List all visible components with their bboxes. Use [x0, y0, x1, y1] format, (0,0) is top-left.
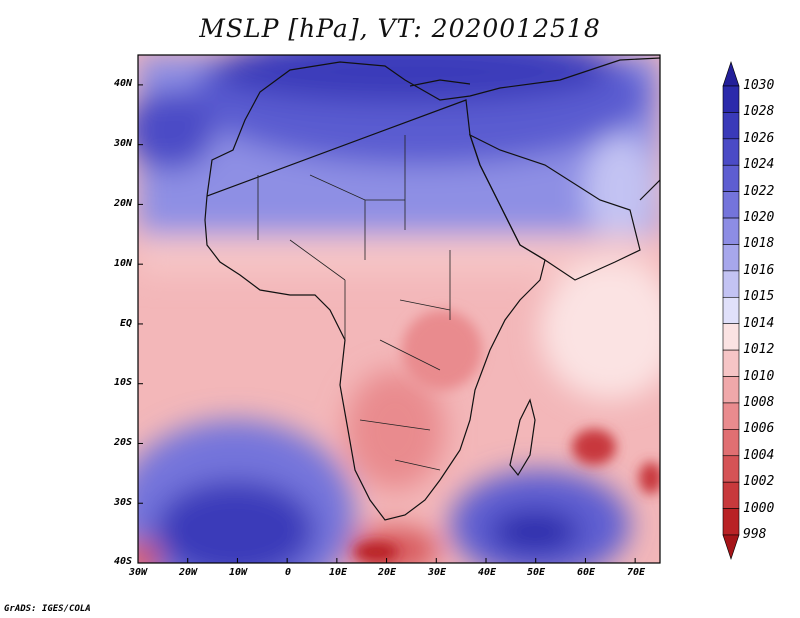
colorbar-top-triangle: [722, 61, 740, 87]
mozambique-low-core: [572, 429, 616, 465]
colorbar-level-label: 1022: [743, 183, 775, 199]
colorbar-swatch: [722, 481, 740, 509]
southwest-corner-low: [138, 540, 160, 563]
colorbar-swatch: [722, 138, 740, 166]
lat-label: 20N: [113, 198, 132, 209]
colorbar-swatch: [722, 349, 740, 377]
colorbar-level-label: 1016: [743, 262, 775, 278]
lon-label: 10E: [328, 567, 348, 578]
colorbar-swatch: [722, 376, 740, 404]
madagascar: [509, 398, 536, 477]
lat-label: 30N: [113, 138, 132, 149]
colorbar-swatch: [722, 217, 740, 245]
coastlines: [204, 57, 660, 521]
lat-label: 40N: [113, 78, 132, 89]
cape-low-core: [354, 542, 398, 562]
colorbar-swatch: [722, 191, 740, 219]
lon-label: 30E: [427, 567, 447, 578]
azores-core: [138, 90, 215, 170]
border-lines: [257, 135, 451, 471]
southern-africa-trough: [345, 370, 445, 490]
lon-label: 10W: [228, 567, 248, 578]
longitude-ticks: [137, 558, 636, 563]
colorbar-swatch: [722, 455, 740, 483]
mediterranean-core: [210, 55, 610, 102]
colorbar-swatch: [722, 244, 740, 272]
colorbar-level-label: 1020: [743, 210, 775, 226]
colorbar-swatch: [722, 402, 740, 430]
lon-label: 40E: [477, 567, 497, 578]
map-title: MSLP [hPa], VT: 2020012518: [199, 14, 601, 43]
colorbar-level-label: 1008: [743, 394, 775, 410]
colorbar-swatch: [722, 508, 740, 536]
arabian-sea-edge: [585, 135, 655, 245]
colorbar-level-label: 1002: [743, 474, 775, 490]
colorbar-level-label: 1004: [743, 447, 775, 463]
colorbar-swatch: [722, 112, 740, 140]
lon-label: 60E: [576, 567, 596, 578]
colorbar-swatch: [722, 296, 740, 325]
colorbar-level-label: 1028: [743, 104, 775, 120]
south-indian-core: [490, 510, 580, 554]
colorbar-bottom-triangle: [722, 534, 740, 560]
colorbar-level-label: 1026: [743, 130, 775, 146]
colorbar-swatch: [722, 164, 740, 192]
colorbar-level-label: 1018: [743, 236, 775, 252]
lat-label: 20S: [113, 437, 132, 448]
lon-label: 50E: [526, 567, 546, 578]
lat-label: EQ: [119, 318, 132, 329]
colorbar-swatch: [722, 270, 740, 298]
colorbar-level-label: 1014: [743, 315, 775, 331]
colorbar-level-label: 1030: [743, 78, 775, 93]
colorbar-swatch: [722, 429, 740, 457]
lat-label: 10N: [113, 258, 132, 269]
turkey-coast: [409, 79, 471, 87]
lon-label: 20E: [377, 567, 397, 578]
itcz-band: [138, 235, 660, 275]
latitude-ticks: [138, 84, 143, 564]
colorbar-swatch: [722, 85, 740, 113]
arabian-peninsula: [468, 133, 641, 281]
lon-label: 20W: [178, 567, 198, 578]
south-atlantic-core: [155, 480, 315, 563]
colorbar-level-label: 1012: [743, 342, 775, 358]
colorbar-level-label: 1024: [743, 157, 775, 173]
colorbar-level-label: 1006: [743, 421, 775, 437]
colorbar-level-label: 1010: [743, 368, 775, 384]
lon-label: 30W: [128, 567, 148, 578]
lon-label: 70E: [626, 567, 646, 578]
africa-coastline: [204, 57, 660, 521]
india-coast: [639, 179, 660, 201]
lat-label: 40S: [113, 556, 132, 567]
grads-credit: GrADS: IGES/COLA: [4, 604, 91, 614]
lon-label: 0: [284, 567, 292, 578]
madagascar-east-low: [639, 462, 660, 494]
colorbar-level-label: 998: [743, 527, 767, 542]
indian-ocean-light: [540, 260, 660, 400]
lat-label: 30S: [113, 497, 132, 508]
colorbar-level-label: 1000: [743, 500, 775, 516]
lat-label: 10S: [113, 377, 132, 388]
central-africa-low: [402, 310, 482, 390]
colorbar-level-label: 1015: [743, 289, 775, 305]
pressure-field: [138, 55, 660, 563]
colorbar: [722, 61, 740, 560]
country-borders: [257, 135, 451, 471]
map-frame: [137, 54, 661, 564]
colorbar-swatch: [722, 323, 740, 351]
